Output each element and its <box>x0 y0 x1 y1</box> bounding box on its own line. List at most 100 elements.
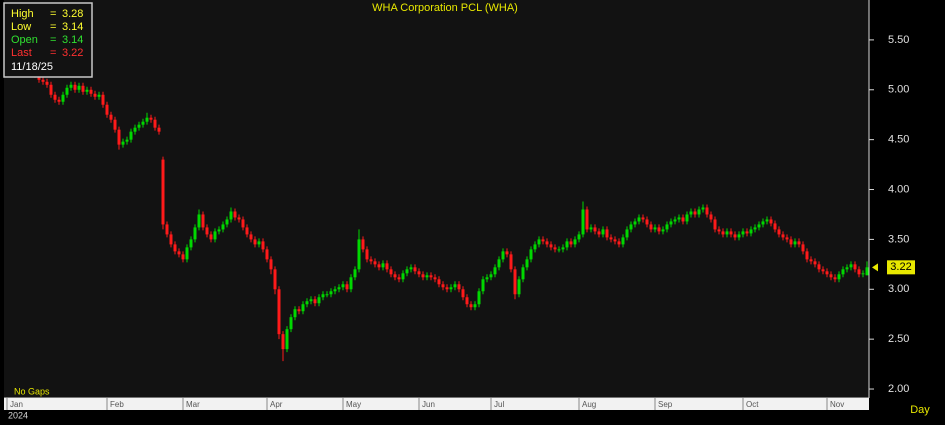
x-axis-strip <box>4 398 869 410</box>
candle-body <box>685 214 689 222</box>
candle-body <box>445 287 449 290</box>
candle-body <box>65 87 69 95</box>
candle-body <box>605 229 609 238</box>
info-date: 11/18/25 <box>11 61 53 73</box>
last-price-tag <box>887 260 915 275</box>
candle-body <box>749 229 753 234</box>
candle-body <box>133 127 137 132</box>
candle-body <box>717 229 721 232</box>
candle-body <box>117 129 121 145</box>
gaps-note: No Gaps <box>14 386 50 396</box>
candle-body <box>461 289 465 298</box>
candle-body <box>221 224 225 230</box>
candle-body <box>681 217 685 222</box>
info-separator: = <box>50 47 56 59</box>
x-tick-label: Jul <box>494 400 504 409</box>
candle-body <box>469 304 473 308</box>
candle-body <box>577 234 581 240</box>
candle-body <box>433 277 437 280</box>
candle-body <box>49 84 53 95</box>
info-value: 3.14 <box>62 34 83 46</box>
x-tick-label: Mar <box>186 400 200 409</box>
y-tick-label: 3.00 <box>888 283 909 295</box>
last-price-arrow <box>872 263 878 272</box>
y-tick-label: 2.50 <box>888 333 909 345</box>
candle-body <box>373 261 377 265</box>
candle-body <box>597 231 601 235</box>
candle-body <box>789 239 793 245</box>
info-separator: = <box>50 34 56 46</box>
candle-body <box>41 79 45 82</box>
candle-body <box>713 219 717 230</box>
candle-body <box>853 264 857 270</box>
candle-body <box>501 251 505 260</box>
candle-body <box>633 221 637 225</box>
candle-body <box>573 239 577 245</box>
candle-body <box>625 229 629 238</box>
info-label: Low <box>11 21 31 33</box>
candle-body <box>409 267 413 270</box>
candle-body <box>385 263 389 270</box>
candle-body <box>77 85 81 90</box>
candle-body <box>425 275 429 278</box>
candle-body <box>137 124 141 128</box>
candle-body <box>73 84 77 90</box>
candle-body <box>309 299 313 302</box>
candle-body <box>305 301 309 305</box>
candle-body <box>217 229 221 232</box>
y-tick-label: 5.00 <box>888 84 909 96</box>
candle-body <box>529 249 533 260</box>
candle-body <box>741 231 745 235</box>
candle-body <box>361 239 365 250</box>
candle-body <box>793 241 797 245</box>
last-price-label: 3.22 <box>890 261 911 273</box>
candle-body <box>261 241 265 250</box>
candle-body <box>345 284 349 290</box>
candle-body <box>249 234 253 240</box>
candle-body <box>537 239 541 245</box>
x-tick-label: May <box>346 400 361 409</box>
candle-body <box>197 214 201 228</box>
candle-body <box>113 119 117 130</box>
candle-body <box>181 254 185 260</box>
x-tick-label: Sep <box>658 400 673 409</box>
candle-body <box>517 279 521 295</box>
candle-body <box>777 229 781 235</box>
candle-body <box>637 217 641 222</box>
candle-body <box>521 267 525 280</box>
candle-body <box>237 217 241 220</box>
candle-body <box>381 263 385 268</box>
candle-body <box>185 247 189 260</box>
candle-body <box>845 267 849 270</box>
candle-body <box>233 211 237 218</box>
candle-body <box>593 227 597 232</box>
candle-body <box>485 277 489 280</box>
y-tick-label: 3.50 <box>888 233 909 245</box>
candle-body <box>289 317 293 330</box>
x-tick-label: Aug <box>582 400 596 409</box>
candle-body <box>149 117 153 120</box>
x-tick-label: Feb <box>110 400 124 409</box>
candle-body <box>821 269 825 272</box>
candle-body <box>121 141 125 145</box>
candle-body <box>429 275 433 278</box>
candle-body <box>561 247 565 250</box>
candle-body <box>457 284 461 290</box>
candle-body <box>377 264 381 268</box>
info-rows: High = 3.28 Low = 3.14 Open = 3.14 Last = 3.22 <box>11 8 83 59</box>
candle-body <box>689 211 693 215</box>
candle-body <box>53 94 57 100</box>
info-separator: = <box>50 21 56 33</box>
candle-body <box>785 237 789 240</box>
candle-body <box>201 214 205 228</box>
candle-body <box>613 239 617 242</box>
candle-body <box>225 219 229 225</box>
candle-body <box>245 227 249 235</box>
candle-body <box>93 93 97 97</box>
candle-body <box>653 227 657 230</box>
candle-body <box>193 227 197 240</box>
candle-body <box>773 223 777 230</box>
candle-body <box>393 274 397 278</box>
candle-body <box>45 81 49 85</box>
y-tick-label: 2.00 <box>888 383 909 395</box>
